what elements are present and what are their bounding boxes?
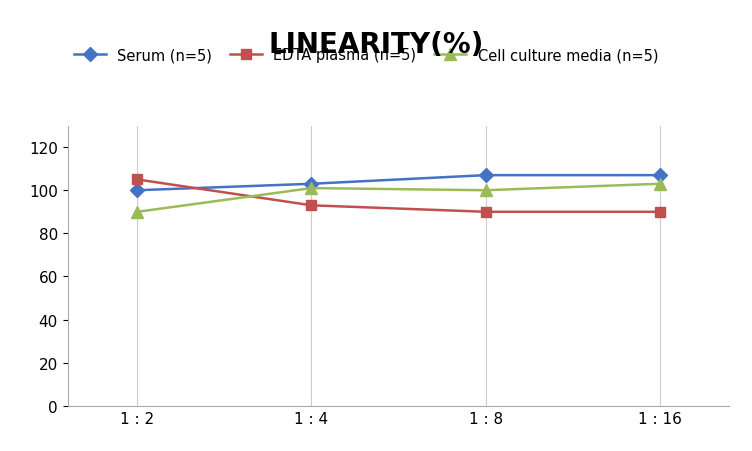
Line: EDTA plasma (n=5): EDTA plasma (n=5): [132, 175, 665, 217]
Line: Cell culture media (n=5): Cell culture media (n=5): [132, 179, 666, 218]
Legend: Serum (n=5), EDTA plasma (n=5), Cell culture media (n=5): Serum (n=5), EDTA plasma (n=5), Cell cul…: [68, 42, 664, 69]
Cell culture media (n=5): [655, 182, 664, 187]
Cell culture media (n=5): [307, 186, 316, 191]
EDTA plasma (n=5): [307, 203, 316, 208]
Serum (n=5): [655, 173, 664, 179]
Text: LINEARITY(%): LINEARITY(%): [268, 31, 484, 59]
Serum (n=5): [481, 173, 490, 179]
EDTA plasma (n=5): [133, 177, 142, 183]
EDTA plasma (n=5): [481, 210, 490, 215]
Line: Serum (n=5): Serum (n=5): [132, 171, 665, 196]
Serum (n=5): [307, 182, 316, 187]
Cell culture media (n=5): [481, 188, 490, 193]
EDTA plasma (n=5): [655, 210, 664, 215]
Cell culture media (n=5): [133, 210, 142, 215]
Serum (n=5): [133, 188, 142, 193]
